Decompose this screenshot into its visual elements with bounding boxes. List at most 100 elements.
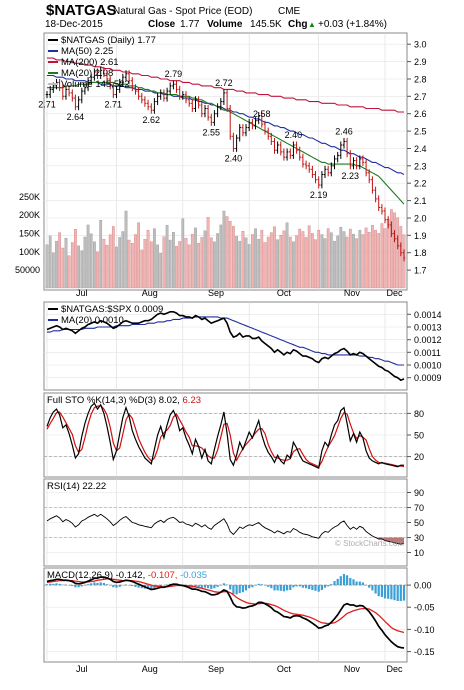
volume-bar <box>223 211 225 288</box>
volume-bar <box>216 233 218 288</box>
x-tick-label: Aug <box>142 664 158 674</box>
legend-label: RSI(14) 22.22 <box>47 481 106 492</box>
legend-d-value: 6.23 <box>183 395 202 406</box>
macd-histogram-bar <box>400 585 402 601</box>
y-tick-label: 1.9 <box>414 231 427 241</box>
volume-tick-label: 50000 <box>15 265 40 275</box>
volume-bar <box>106 245 108 288</box>
macd-histogram-bar <box>100 582 102 585</box>
macd-histogram-bar <box>352 579 354 585</box>
volume-bar <box>248 244 250 288</box>
volume-bar <box>191 234 193 288</box>
macd-histogram-bar <box>87 584 89 585</box>
y-tick-label: 0.0010 <box>414 361 442 371</box>
macd-histogram-bar <box>115 585 117 588</box>
legend-value: -0.107, <box>148 570 180 581</box>
volume-bar <box>175 246 177 288</box>
y-tick-label: 90 <box>414 488 424 498</box>
volume-bar <box>109 235 111 288</box>
y-tick-label: 80 <box>414 409 424 419</box>
volume-bar <box>137 223 139 288</box>
volume-bar <box>201 237 203 288</box>
price-annotation: 2.19 <box>310 190 328 200</box>
price-annotation: 2.79 <box>165 69 183 79</box>
volume-tick-label: 150K <box>19 229 40 239</box>
volume-tick-label: 100K <box>19 247 40 257</box>
volume-bar <box>100 220 102 288</box>
legend-label: $NATGAS (Daily) 1.77 <box>61 35 156 46</box>
y-tick-label: -0.15 <box>414 647 435 657</box>
macd-histogram-bar <box>384 585 386 598</box>
volume-bar <box>188 245 190 288</box>
volume-bar <box>141 250 143 288</box>
price-annotation: 2.71 <box>38 100 56 110</box>
price-annotation: 2.62 <box>143 115 161 125</box>
macd-histogram-bar <box>242 585 244 592</box>
price-panel: 3.02.92.82.72.62.52.42.32.22.12.01.91.81… <box>15 33 427 290</box>
macd-histogram-bar <box>283 585 285 591</box>
macd-histogram-bar <box>321 585 323 590</box>
macd-histogram-bar <box>337 579 339 585</box>
legend-label: MA(200) 2.61 <box>61 57 119 68</box>
chg-value: +0.03 (+1.84%) <box>318 19 387 30</box>
volume-bar <box>295 236 297 288</box>
y-tick-label: 0.0009 <box>414 373 442 383</box>
macd-histogram-bar <box>375 585 377 593</box>
macd-histogram-bar <box>346 575 348 585</box>
volume-bar <box>103 239 105 288</box>
volume-bar <box>147 230 149 288</box>
macd-histogram-bar <box>324 585 326 588</box>
price-annotation: 2.46 <box>335 127 353 137</box>
x-tick-label: Nov <box>344 288 361 298</box>
symbol-title: $NATGAS <box>46 2 117 19</box>
volume-bar <box>68 256 70 288</box>
macd-histogram-bar <box>112 585 114 587</box>
volume-bar <box>258 239 260 288</box>
x-tick-label: Dec <box>386 664 403 674</box>
x-tick-label: Oct <box>277 664 292 674</box>
macd-histogram-bar <box>138 585 140 588</box>
volume-bar <box>273 227 275 288</box>
volume-tick-label: 250K <box>19 192 40 202</box>
macd-histogram-bar <box>371 585 373 590</box>
macd-histogram-bar <box>204 585 206 588</box>
volume-bar <box>302 232 304 289</box>
macd-histogram-bar <box>349 578 351 585</box>
volume-bar <box>308 226 310 288</box>
macd-histogram-bar <box>390 585 392 599</box>
legend-label: MACD(12,26,9) -0.142, -0.107, -0.035 <box>47 570 207 581</box>
volume-bar <box>251 235 253 289</box>
price-annotation: 2.71 <box>105 100 123 110</box>
volume-bar <box>77 246 79 288</box>
macd-histogram-bar <box>213 585 215 588</box>
y-tick-label: 2.0 <box>414 214 427 224</box>
y-tick-label: -0.10 <box>414 625 435 635</box>
macd-histogram-bar <box>232 585 234 594</box>
y-tick-label: 0.0013 <box>414 323 442 333</box>
macd-histogram-bar <box>267 585 269 587</box>
volume-bar <box>289 237 291 288</box>
volume-bar <box>90 234 92 288</box>
macd-histogram-bar <box>286 585 288 590</box>
y-tick-label: 1.7 <box>414 266 427 276</box>
volume-bar <box>387 219 389 288</box>
price-annotation: 2.40 <box>285 130 303 140</box>
x-tick-label: Jul <box>76 664 88 674</box>
macd-histogram-bar <box>318 585 320 592</box>
macd-histogram-bar <box>356 582 358 586</box>
macd-histogram-bar <box>270 585 272 588</box>
macd-histogram-bar <box>239 585 241 593</box>
volume-bar <box>112 226 114 288</box>
macd-histogram-bar <box>368 585 370 588</box>
volume-bar <box>49 236 51 288</box>
macd-histogram-bar <box>397 585 399 601</box>
y-tick-label: 30 <box>414 533 424 543</box>
macd-histogram-bar <box>302 585 304 588</box>
volume-bar <box>71 243 73 289</box>
volume-bar <box>207 217 209 288</box>
y-tick-label: 2.3 <box>414 161 427 171</box>
y-tick-label: 2.1 <box>414 196 427 206</box>
volume-bar <box>150 242 152 288</box>
legend-label: MA(20) 2.08 <box>61 68 113 79</box>
